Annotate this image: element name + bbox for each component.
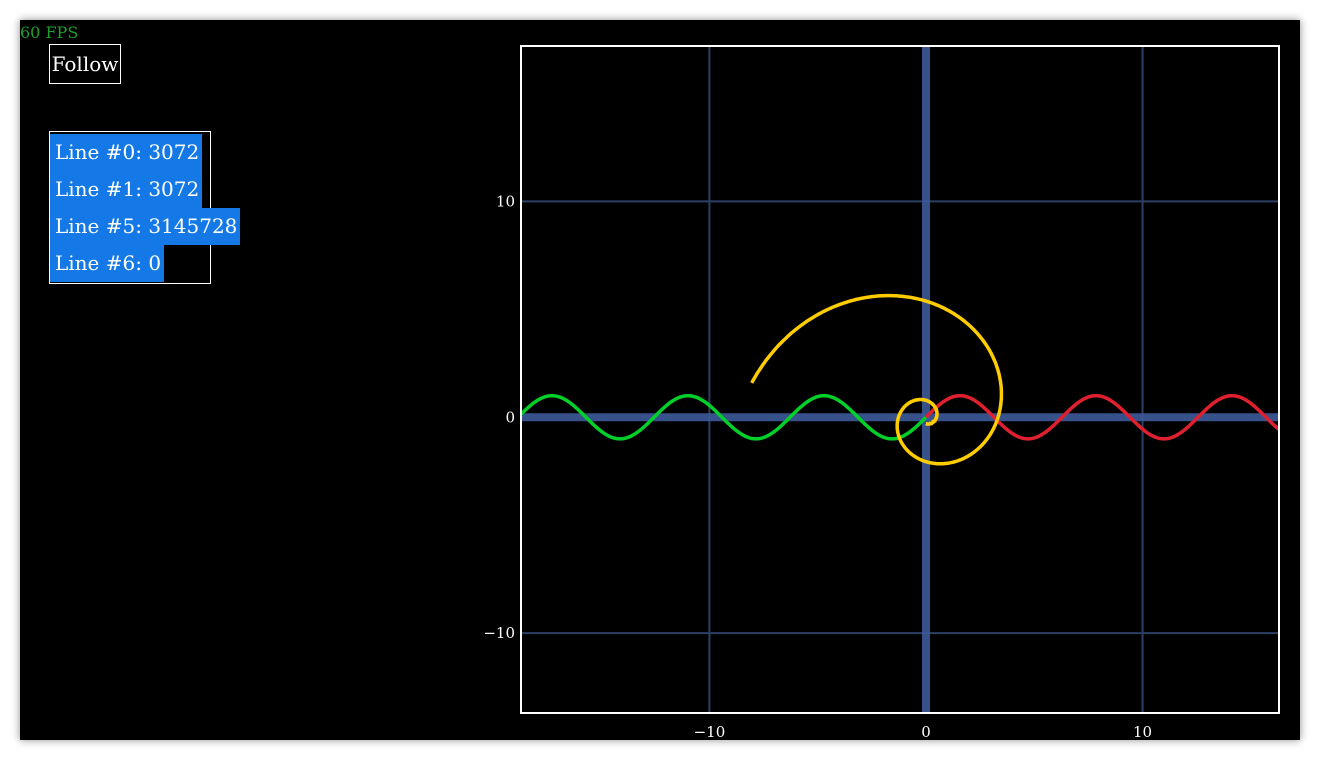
follow-button[interactable]: Follow	[49, 44, 121, 84]
line-count-row: Line #0: 3072	[50, 134, 210, 171]
line-count-label: Line #5: 3145728	[50, 208, 241, 245]
y-tick-label: 0	[505, 408, 515, 426]
y-tick-label: −10	[483, 624, 515, 642]
line-count-panel: Line #0: 3072 Line #1: 3072 Line #5: 314…	[49, 131, 241, 284]
series-line-1	[924, 393, 1279, 441]
app-window: 60 FPS Follow Line #0: 3072 Line #1: 307…	[20, 20, 1300, 740]
x-tick-label: 0	[921, 723, 931, 740]
y-tick-label: 10	[496, 192, 515, 210]
line-count-row: Line #5: 3145728	[50, 208, 241, 245]
plot-frame	[520, 45, 1280, 714]
line-count-label: Line #0: 3072	[50, 134, 203, 171]
x-tick-label: 10	[1133, 723, 1152, 740]
line-count-row: Line #6: 0	[50, 245, 210, 282]
line-count-row: Line #1: 3072	[50, 171, 210, 208]
x-tick-label: −10	[694, 723, 726, 740]
series-line-2	[750, 293, 1004, 466]
series-line-0	[521, 393, 928, 441]
line-count-label: Line #1: 3072	[50, 171, 203, 208]
line-count-label: Line #6: 0	[50, 245, 165, 282]
plot-area[interactable]: −10 0 10 10 0 −10	[20, 20, 1300, 740]
fps-counter: 60 FPS	[20, 23, 79, 42]
